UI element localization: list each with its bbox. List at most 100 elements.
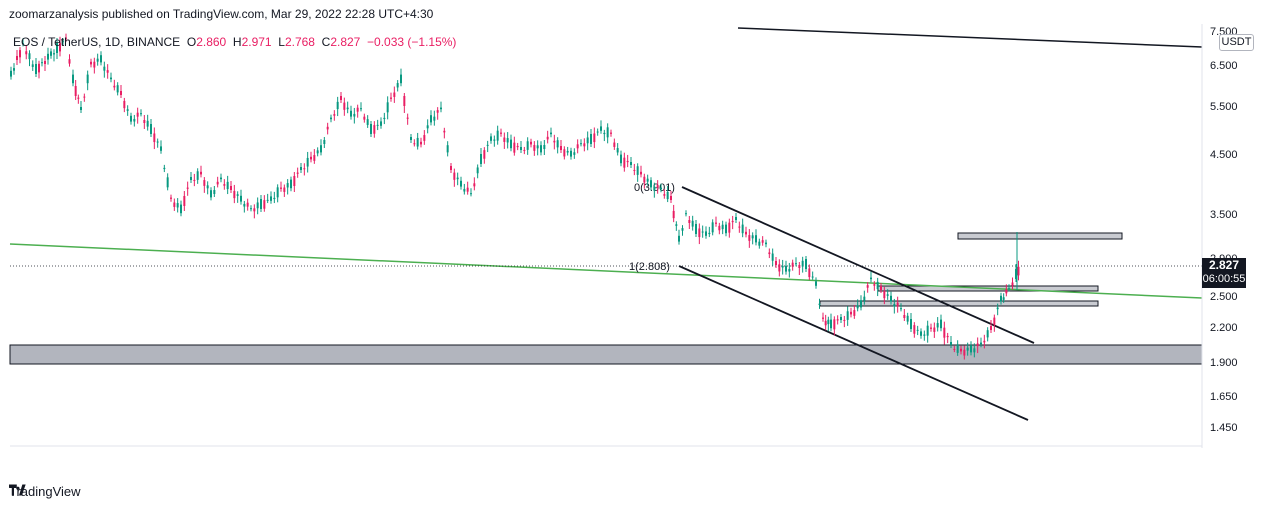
candle-body bbox=[31, 64, 34, 67]
candle-body bbox=[715, 222, 717, 224]
candle-body bbox=[290, 179, 292, 189]
candle-body bbox=[698, 228, 701, 238]
candle-body bbox=[860, 300, 862, 308]
currency-badge[interactable]: USDT bbox=[1219, 34, 1254, 51]
candle-body bbox=[330, 117, 332, 120]
candle-body bbox=[822, 317, 824, 319]
candle-body bbox=[963, 349, 966, 356]
candle-body bbox=[116, 85, 119, 93]
candle-body bbox=[910, 319, 912, 329]
candle-body bbox=[200, 171, 202, 175]
candle-body bbox=[503, 137, 506, 142]
candle-body bbox=[376, 124, 379, 126]
candle-body bbox=[453, 172, 456, 180]
candle-body bbox=[326, 126, 329, 130]
price-axis-label: 1.450 bbox=[1210, 422, 1238, 434]
candle-body bbox=[725, 224, 727, 234]
candle-body bbox=[343, 102, 346, 110]
candle-body bbox=[270, 196, 272, 201]
last-price: 2.827 bbox=[1208, 258, 1240, 272]
price-chart[interactable]: 0(3.901) 1(2.808) 7.5006.5005.5004.5003.… bbox=[0, 24, 1280, 448]
candle-body bbox=[990, 326, 992, 330]
candle-body bbox=[830, 319, 832, 329]
candle-body bbox=[896, 302, 899, 307]
candle-body bbox=[735, 217, 737, 220]
price-axis-label: 5.500 bbox=[1210, 101, 1238, 113]
candle-body bbox=[360, 108, 362, 110]
candle-body bbox=[303, 168, 306, 170]
candle-body bbox=[166, 177, 169, 188]
tradingview-footer[interactable]: TradingView bbox=[9, 484, 81, 499]
candle-body bbox=[173, 202, 176, 207]
candle-body bbox=[613, 142, 616, 147]
candle-body bbox=[74, 86, 77, 96]
candle-body bbox=[623, 157, 626, 168]
candle-body bbox=[580, 143, 582, 145]
bar-countdown: 06:00:55 bbox=[1202, 273, 1246, 285]
candle-body bbox=[973, 348, 976, 353]
candle-body bbox=[653, 186, 656, 191]
candle-body bbox=[886, 294, 889, 296]
candle-body bbox=[711, 222, 714, 233]
candle-body bbox=[675, 224, 678, 226]
candle-body bbox=[953, 348, 956, 350]
candle-body bbox=[250, 208, 252, 210]
candle-body bbox=[460, 180, 462, 187]
tradingview-logo-icon bbox=[9, 484, 26, 496]
price-axis[interactable]: 7.5006.5005.5004.5003.5002.9002.5002.200… bbox=[1210, 26, 1238, 434]
candle-body bbox=[216, 181, 219, 185]
candle-body bbox=[876, 281, 879, 290]
candle-body bbox=[745, 231, 747, 235]
candle-body bbox=[586, 137, 589, 144]
candle-body bbox=[870, 277, 872, 280]
candle-body bbox=[708, 232, 711, 235]
candle-body bbox=[856, 305, 859, 309]
candle-body bbox=[1015, 269, 1017, 279]
candle-body bbox=[880, 286, 882, 290]
candle-body bbox=[213, 190, 216, 194]
candle-body bbox=[47, 53, 49, 60]
candle-body bbox=[748, 235, 751, 241]
candle-body bbox=[833, 319, 836, 330]
price-axis-label: 1.900 bbox=[1210, 357, 1238, 369]
candle-body bbox=[310, 156, 312, 160]
candle-body bbox=[846, 311, 849, 320]
candle-body bbox=[206, 185, 209, 189]
candle-body bbox=[836, 319, 839, 321]
candle-body bbox=[62, 41, 64, 43]
candle-body bbox=[520, 147, 522, 150]
candle-body bbox=[530, 141, 532, 145]
candle-body bbox=[600, 126, 602, 131]
candle-body bbox=[65, 37, 67, 39]
candle-body bbox=[373, 125, 376, 134]
candle-body bbox=[10, 70, 12, 77]
candle-body bbox=[788, 268, 791, 272]
candle-body bbox=[721, 224, 724, 230]
candle-body bbox=[650, 180, 652, 188]
candle-body bbox=[183, 196, 186, 206]
candle-body bbox=[811, 276, 814, 278]
candle-body bbox=[543, 145, 546, 149]
candle-body bbox=[16, 56, 18, 60]
candle-body bbox=[993, 317, 996, 325]
chart-area[interactable]: 0(3.901) 1(2.808) 7.5006.5005.5004.5003.… bbox=[0, 24, 1280, 448]
price-axis-label: 2.200 bbox=[1210, 322, 1238, 334]
candle-body bbox=[44, 61, 46, 64]
symbol-legend[interactable]: EOS / TetherUS, 1D, BINANCE O2.860 H2.97… bbox=[13, 35, 456, 49]
candle-body bbox=[1008, 288, 1010, 290]
candle-body bbox=[893, 303, 896, 307]
last-price-tag: 2.827 06:00:55 bbox=[1202, 258, 1246, 288]
candle-body bbox=[53, 53, 55, 55]
candle-body bbox=[266, 199, 269, 201]
candle-body bbox=[133, 118, 136, 122]
candle-body bbox=[672, 210, 675, 219]
black-top-trendline bbox=[737, 27, 1203, 48]
symbol-name[interactable]: EOS / TetherUS, 1D, BINANCE bbox=[13, 35, 181, 49]
candle-body bbox=[1005, 289, 1008, 294]
candle-body bbox=[443, 130, 446, 133]
candle-body bbox=[956, 344, 959, 353]
candle-body bbox=[260, 199, 262, 209]
candle-body bbox=[463, 188, 466, 192]
candle-body bbox=[293, 176, 296, 186]
candle-body bbox=[86, 74, 89, 84]
